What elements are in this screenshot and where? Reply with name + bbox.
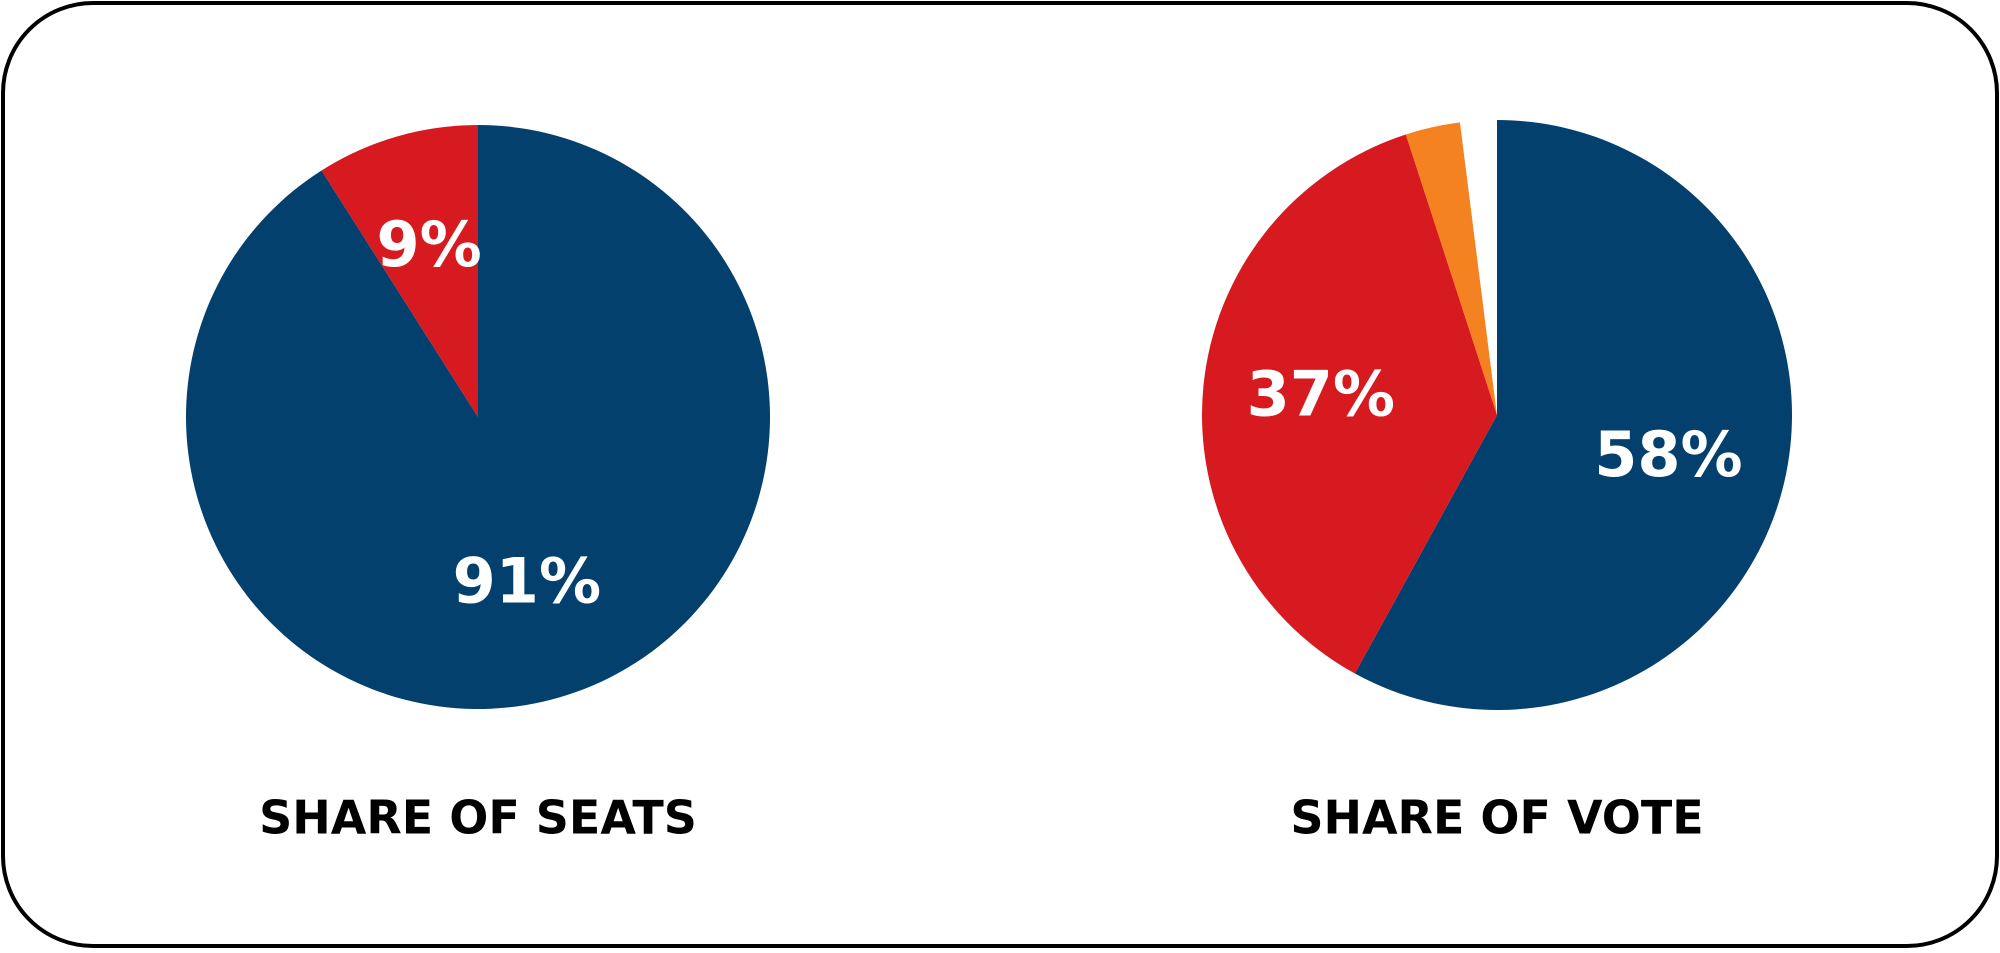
data-label: 91% xyxy=(453,544,601,617)
chart-title: SHARE OF SEATS xyxy=(259,791,697,845)
pie-slice xyxy=(1460,120,1497,415)
pie-slice xyxy=(321,125,478,417)
data-label: 37% xyxy=(1247,357,1395,430)
pie-slice xyxy=(1354,120,1792,710)
chart-title: SHARE OF VOTE xyxy=(1290,791,1703,845)
data-label: 58% xyxy=(1594,418,1742,491)
data-label: 9% xyxy=(376,208,481,281)
pie-slice xyxy=(186,125,770,710)
pie-slice xyxy=(1202,134,1497,674)
pie-slice xyxy=(1405,122,1497,415)
